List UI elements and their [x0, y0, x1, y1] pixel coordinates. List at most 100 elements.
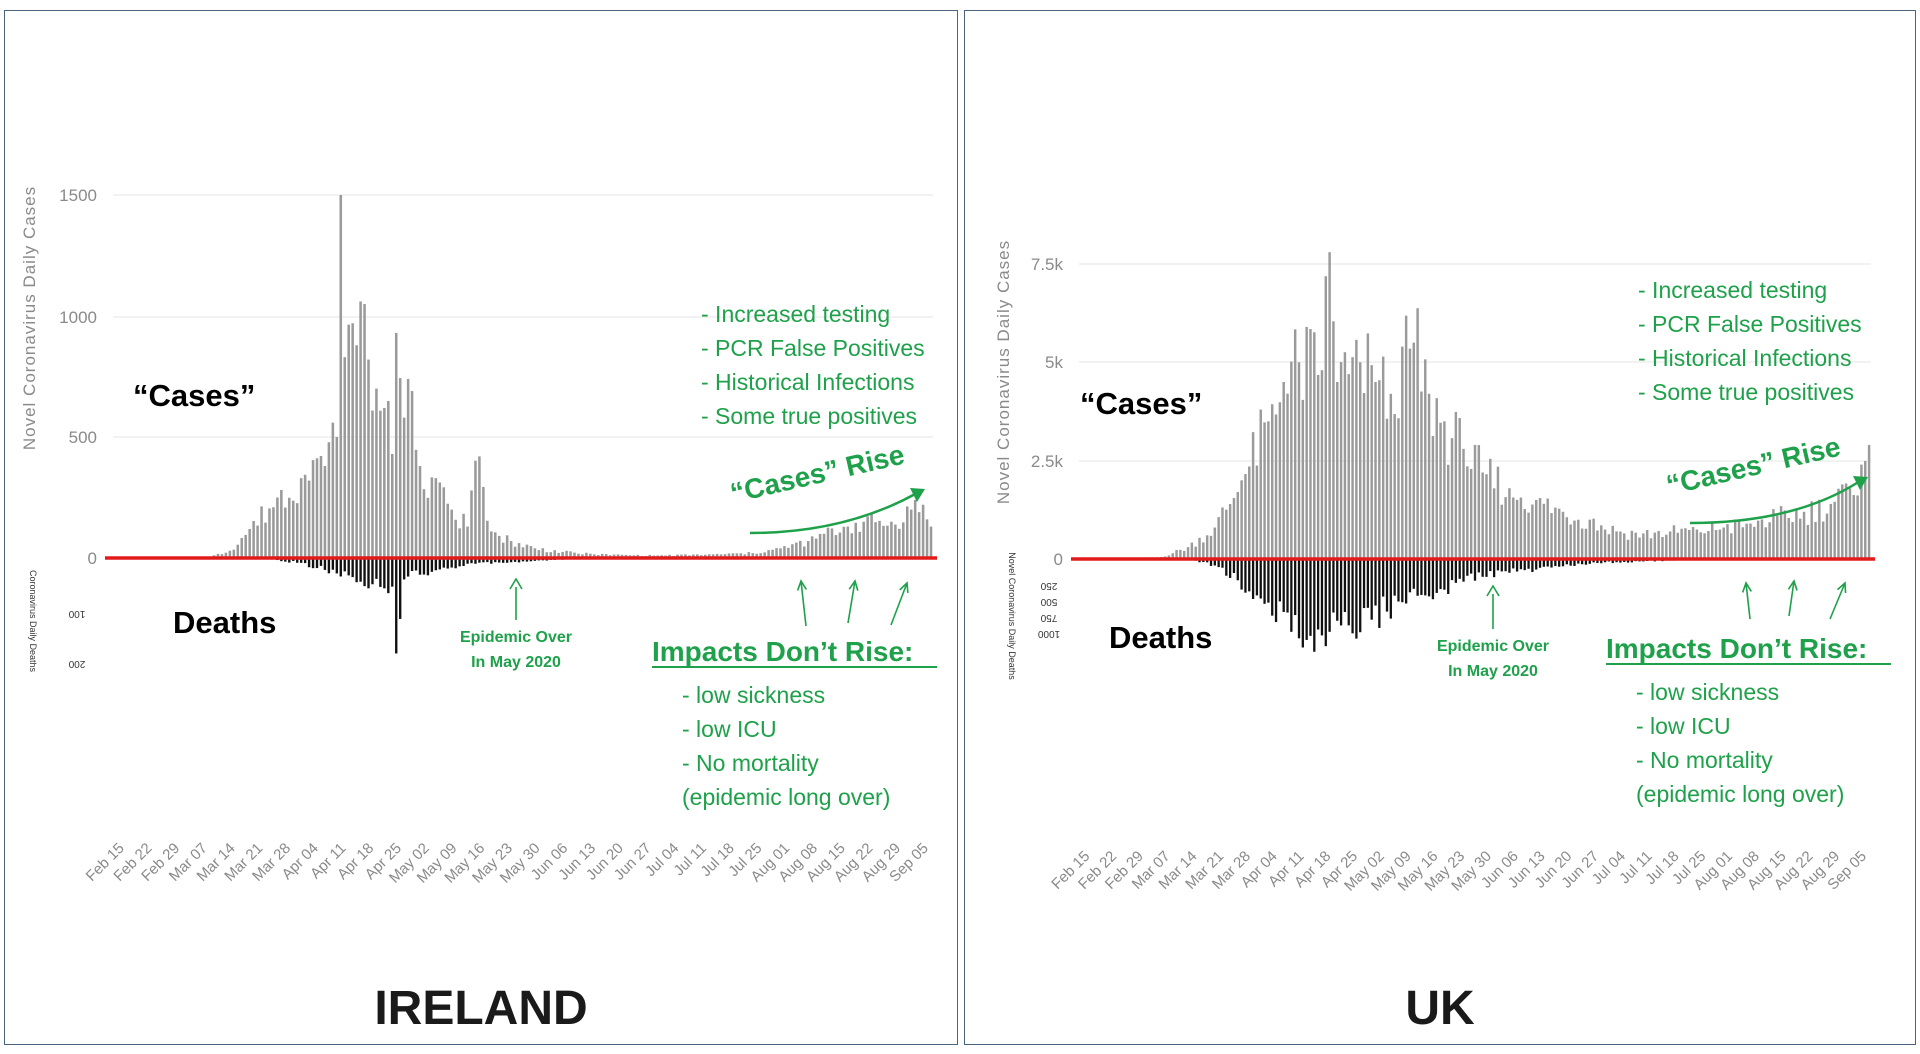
deaths-bar: [1492, 559, 1496, 578]
impact-item: - low ICU: [682, 716, 777, 742]
cases-bar: [739, 553, 743, 558]
deaths-bar: [442, 558, 445, 568]
cases-bar: [1592, 518, 1595, 559]
cases-bar: [866, 516, 869, 558]
deaths-bar: [1217, 559, 1220, 568]
cases-bar: [1649, 538, 1653, 559]
deaths-bar: [1324, 559, 1327, 647]
cases-bar: [291, 500, 295, 558]
deaths-bar: [1500, 559, 1503, 572]
cases-bar: [1615, 531, 1618, 559]
deaths-bar: [1366, 559, 1370, 608]
deaths-bar: [517, 558, 521, 563]
cases-bar: [1190, 542, 1194, 559]
cases-bar: [1381, 356, 1385, 559]
deaths-bar: [1343, 559, 1347, 613]
cases-bar: [1622, 533, 1626, 559]
cases-bar: [779, 548, 782, 558]
cases-bar: [1374, 382, 1377, 559]
cases-bar: [359, 301, 362, 558]
cases-bar: [1638, 537, 1641, 559]
cases-bar: [802, 546, 806, 558]
deaths-bar: [1481, 559, 1484, 577]
cases-bar: [1450, 438, 1454, 559]
cases-bar: [367, 359, 370, 558]
cases-bar: [1358, 362, 1362, 559]
epidemic-over-line2: In May 2020: [1448, 663, 1538, 680]
cases-bar: [311, 460, 315, 558]
cases-bar: [1841, 484, 1844, 559]
cases-bar: [834, 535, 838, 558]
deaths-bar: [1313, 559, 1316, 652]
cases-bar: [1852, 495, 1856, 559]
cases-bar: [355, 345, 358, 558]
deaths-bar: [1301, 559, 1304, 648]
cases-bar: [1821, 521, 1825, 559]
cases-bar: [1600, 525, 1603, 559]
cases-bar: [1336, 382, 1339, 559]
impact-arrow: [847, 580, 856, 624]
cases-bar: [1764, 527, 1768, 559]
cases-bar: [1397, 418, 1400, 559]
impact-arrow: [1829, 582, 1846, 620]
cases-bar: [418, 466, 422, 558]
deaths-bar: [343, 558, 346, 572]
cases-bar: [1469, 468, 1473, 559]
cases-bar: [1408, 348, 1412, 559]
impact-item: - No mortality: [682, 750, 819, 776]
cases-bar: [450, 509, 453, 558]
deaths-bar: [1248, 559, 1251, 592]
cases-bar: [466, 526, 469, 558]
deaths-bar: [1554, 559, 1557, 567]
deaths-tick-label: 250: [1040, 580, 1057, 591]
deaths-bar: [1225, 559, 1228, 576]
cases-bar: [1580, 528, 1584, 559]
cases-bar: [1860, 464, 1863, 559]
cases-bar: [402, 417, 406, 558]
deaths-bar: [1531, 559, 1534, 572]
deaths-tick-label: 200: [68, 658, 85, 669]
deaths-bar: [490, 558, 493, 564]
cases-bar: [898, 528, 901, 558]
cases-bar: [1814, 521, 1817, 559]
cases-bar: [1213, 527, 1217, 559]
cases-bar: [1385, 418, 1389, 559]
rise-arrow-head: [1853, 476, 1868, 490]
deaths-bar: [339, 558, 342, 577]
cases-bar: [1810, 501, 1813, 559]
cases-bar: [1248, 466, 1251, 559]
cases-bar: [331, 422, 335, 558]
cases-bar: [913, 499, 917, 558]
reason-item: - PCR False Positives: [701, 335, 925, 361]
deaths-bar: [296, 558, 299, 563]
cases-bar: [1466, 466, 1469, 559]
impact-item: (epidemic long over): [682, 784, 890, 810]
epidemic-arrow-head: [509, 577, 523, 590]
deaths-bar: [1274, 559, 1278, 623]
cases-bar: [462, 513, 465, 558]
cases-bar: [1569, 524, 1572, 559]
cases-bar: [1259, 409, 1262, 559]
cases-bar: [299, 478, 303, 558]
deaths-bar: [371, 558, 374, 585]
cases-bar: [1791, 522, 1794, 559]
cases-bar: [216, 553, 220, 558]
impact-arrow: [1788, 580, 1795, 617]
cases-bar: [501, 542, 505, 558]
deaths-bar: [494, 558, 497, 563]
cases-bar: [1194, 546, 1197, 559]
cases-bar: [1366, 333, 1370, 559]
deaths-bar: [387, 558, 390, 594]
cases-bar: [1829, 503, 1833, 559]
deaths-bar: [1309, 559, 1312, 636]
cases-bar: [339, 195, 343, 558]
deaths-bar: [319, 558, 323, 566]
cases-bar: [379, 410, 382, 558]
reason-item: - Historical Infections: [701, 369, 914, 395]
cases-bar: [1611, 525, 1614, 559]
cases-bar: [787, 547, 790, 558]
reason-item: - Historical Infections: [1638, 345, 1851, 371]
cases-bar: [838, 532, 842, 558]
cases-bar: [1527, 512, 1530, 559]
cases-bar: [1867, 444, 1871, 559]
